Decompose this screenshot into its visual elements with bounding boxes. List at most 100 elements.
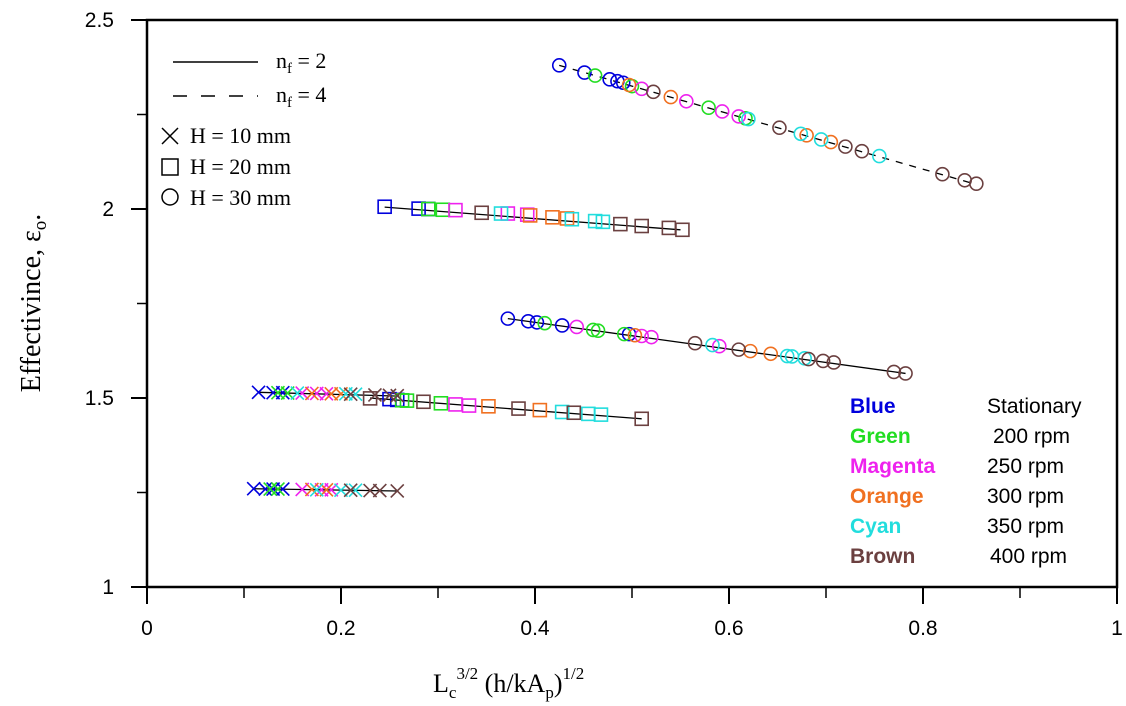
circle-point xyxy=(763,346,779,362)
x-tick-label: 0 xyxy=(141,617,153,640)
circle-point xyxy=(520,313,536,329)
legend-magenta: Magenta xyxy=(850,455,936,478)
x-point xyxy=(270,482,286,497)
square-point xyxy=(416,394,431,410)
legend-250rpm: 250 rpm xyxy=(987,455,1064,478)
x-point xyxy=(343,387,358,402)
square-point xyxy=(587,213,603,229)
square-point xyxy=(493,206,509,221)
y-tick-label: 2 xyxy=(102,198,114,221)
legend-nf4: nf = 4 xyxy=(276,82,326,111)
legend-blue: Blue xyxy=(850,395,896,418)
x-point xyxy=(348,483,363,498)
legend-h20: H = 20 mm xyxy=(190,154,291,179)
legend-350rpm: 350 rpm xyxy=(987,515,1064,538)
circle-point xyxy=(590,323,606,339)
x-point xyxy=(367,387,383,403)
x-point xyxy=(275,385,290,400)
circle-point xyxy=(935,166,950,182)
circle-point xyxy=(701,100,716,115)
circle-point xyxy=(799,127,814,143)
circle-point xyxy=(969,176,984,191)
circle-point xyxy=(679,93,694,109)
x-tick-label: 0.8 xyxy=(908,617,937,640)
square-point xyxy=(461,398,477,413)
line-style-legend: nf = 2 nf = 4 xyxy=(173,48,326,111)
fit-line xyxy=(384,206,681,231)
circle-point xyxy=(714,104,730,119)
circle-point xyxy=(854,143,870,159)
circle-point xyxy=(731,109,747,124)
circle-point xyxy=(585,322,601,338)
x-point xyxy=(251,385,266,400)
circle-point xyxy=(646,84,661,100)
square-point xyxy=(593,407,609,422)
square-point xyxy=(522,208,538,223)
y-tick-label: 1 xyxy=(102,576,114,599)
circle-marker-icon xyxy=(161,188,179,206)
circle-point xyxy=(898,366,913,381)
x-point xyxy=(304,386,319,401)
circle-point xyxy=(801,351,816,367)
x-point xyxy=(304,482,319,497)
y-axis-title: Effectivince, εo. xyxy=(16,214,51,393)
square-point xyxy=(399,393,415,408)
square-point xyxy=(377,199,392,215)
x-axis: 0 0.2 0.4 0.6 0.8 1 xyxy=(141,587,1123,640)
x-point xyxy=(343,483,358,498)
legend-h30: H = 30 mm xyxy=(190,185,291,210)
legend-300rpm: 300 rpm xyxy=(987,485,1064,508)
circle-point xyxy=(826,355,842,370)
square-point xyxy=(448,202,463,218)
square-point xyxy=(481,399,496,414)
x-tick-label: 0.2 xyxy=(326,617,355,640)
x-tick-label: 0.4 xyxy=(520,617,550,640)
circle-point xyxy=(872,148,887,164)
square-point xyxy=(564,211,580,227)
color-legend: Blue Stationary Green 200 rpm Magenta 25… xyxy=(850,395,1082,568)
circle-point xyxy=(663,89,679,105)
square-point xyxy=(511,401,526,416)
square-point xyxy=(411,201,426,216)
square-point xyxy=(420,201,436,217)
square-point xyxy=(433,395,449,411)
legend-h10: H = 10 mm xyxy=(190,123,291,148)
y-tick-label: 1.5 xyxy=(85,387,114,410)
circle-point xyxy=(815,353,831,369)
circle-point xyxy=(743,343,758,359)
x-marker-icon xyxy=(161,127,179,145)
x-tick-label: 1 xyxy=(1111,617,1123,640)
x-point xyxy=(390,483,405,499)
circle-point xyxy=(731,342,747,357)
y-tick-label: 2.5 xyxy=(85,9,114,32)
circle-point xyxy=(779,348,795,364)
x-point xyxy=(275,482,290,497)
circle-point xyxy=(793,126,809,142)
circle-point xyxy=(529,315,545,330)
square-point xyxy=(634,218,650,234)
x-point xyxy=(390,388,405,403)
circle-point xyxy=(587,68,603,83)
y-axis: 1 1.5 2 2.5 xyxy=(85,9,147,599)
legend-brown: Brown xyxy=(850,545,915,568)
x-point xyxy=(319,386,334,401)
x-point xyxy=(309,482,324,497)
x-axis-title: Lc3/2 (h/kAp)1/2 xyxy=(433,664,584,702)
circle-point xyxy=(537,315,553,331)
data-markers xyxy=(246,58,984,499)
x-point xyxy=(246,481,261,496)
circle-point xyxy=(621,77,637,93)
square-point xyxy=(362,391,378,406)
legend-stationary: Stationary xyxy=(987,395,1082,418)
circle-point xyxy=(711,338,727,354)
legend-200rpm: 200 rpm xyxy=(993,425,1070,448)
square-point xyxy=(675,222,690,238)
square-point xyxy=(545,210,560,225)
circle-point xyxy=(634,328,650,344)
square-point xyxy=(634,411,650,427)
circle-point xyxy=(627,327,643,343)
circle-point xyxy=(616,326,632,342)
legend-orange: Orange xyxy=(850,485,924,508)
circle-point xyxy=(569,319,585,335)
